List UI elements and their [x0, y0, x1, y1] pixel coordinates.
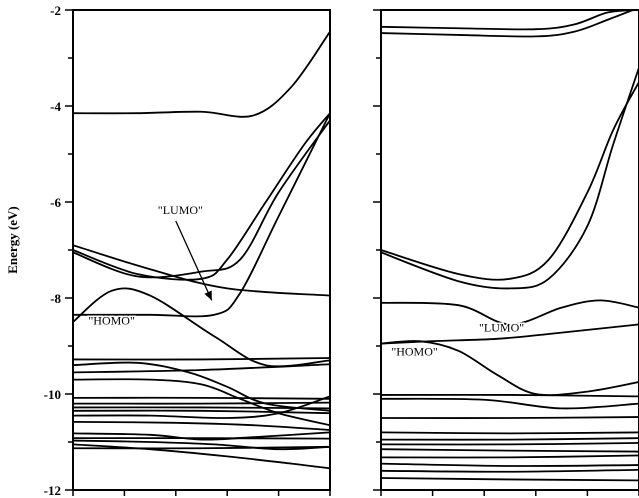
energy-band-line [73, 361, 330, 412]
energy-band-line [381, 397, 639, 410]
energy-band-line [381, 468, 639, 473]
energy-band-line [73, 112, 330, 318]
annotation-arrow [175, 220, 213, 301]
annotation-arrowhead [204, 290, 212, 301]
energy-band-line [73, 439, 330, 451]
energy-band-line [381, 393, 639, 398]
energy-band-line [381, 416, 639, 419]
energy-band-line [381, 299, 639, 326]
energy-band-line [73, 437, 330, 440]
energy-band-line [381, 448, 639, 453]
energy-band-line [381, 10, 639, 31]
energy-band-line [73, 420, 330, 431]
annotation-label: "LUMO" [158, 203, 203, 217]
energy-band-line [73, 445, 330, 450]
energy-band-line [73, 395, 330, 419]
energy-band-line [73, 357, 330, 361]
energy-band-line [73, 396, 330, 400]
energy-band-line [381, 442, 639, 446]
energy-band-line [73, 406, 330, 410]
energy-band-line [381, 81, 639, 281]
energy-band-line [381, 431, 639, 435]
y-tick-label: -12 [44, 483, 61, 498]
energy-band-line [381, 437, 639, 441]
energy-band-line [73, 401, 330, 405]
energy-band-line [73, 431, 330, 441]
right-panel: "LUMO" "HOMO" [373, 9, 639, 496]
energy-band-line [73, 363, 330, 374]
energy-band-line [381, 340, 639, 396]
energy-band-line [73, 112, 330, 281]
energy-band-line [73, 31, 330, 118]
y-axis-label: Energy (eV) [5, 206, 20, 274]
y-tick-label: -6 [50, 195, 61, 210]
energy-band-line [381, 454, 639, 459]
left-panel: -2 -4 -6 -8 -10 -12 "LUMO" "HOMO" [44, 3, 331, 498]
y-tick-label: -10 [44, 387, 61, 402]
energy-band-line [73, 409, 330, 415]
energy-band-line [73, 119, 330, 279]
energy-band-line [381, 462, 639, 467]
y-tick-label: -2 [50, 3, 61, 18]
energy-band-line [73, 443, 330, 470]
annotation-label: "HOMO" [391, 345, 438, 359]
annotation-label: "HOMO" [88, 313, 135, 327]
energy-band-line [381, 67, 639, 290]
energy-band-line [73, 378, 330, 427]
annotation-label: "LUMO" [479, 321, 524, 335]
energy-band-line [73, 244, 330, 297]
y-tick-label: -8 [50, 291, 61, 306]
y-tick-label: -4 [50, 99, 61, 114]
energy-band-line [381, 477, 639, 482]
energy-band-line [381, 10, 636, 38]
